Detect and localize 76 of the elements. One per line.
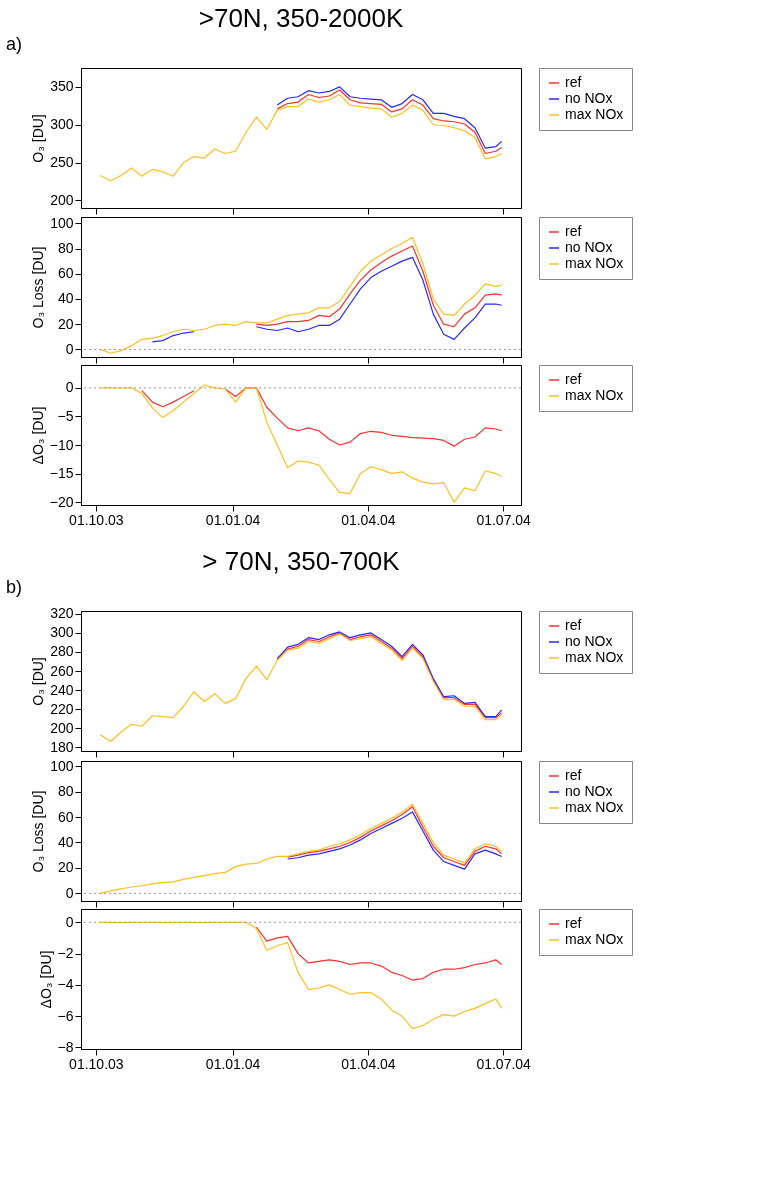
y-axis-title: O₃ [DU]: [30, 114, 47, 163]
y-tick-label: 60: [57, 265, 74, 282]
y-tick-label: 250: [50, 154, 74, 171]
y-tick-label: 100: [50, 757, 74, 774]
y-tick-label: 280: [50, 643, 74, 660]
y-tick-label: 220: [50, 700, 74, 717]
y-tick-label: 20: [57, 859, 74, 876]
line-series: [99, 921, 503, 1030]
y-tick-label: 0: [65, 340, 74, 357]
y-tick-label: 40: [57, 833, 74, 850]
legend-label: max NOx: [565, 255, 624, 271]
chart-title: >70N, 350-2000K: [198, 3, 404, 33]
y-tick-label: 40: [57, 290, 74, 307]
legend-label: ref: [565, 74, 582, 90]
y-axis-title: O₃ Loss [DU]: [30, 246, 47, 329]
y-tick-label: −20: [49, 493, 74, 510]
y-tick-label: −8: [57, 1038, 74, 1055]
line-series: [99, 236, 503, 354]
line-series: [99, 93, 503, 182]
x-tick-label: 01.07.04: [476, 1055, 532, 1072]
x-tick-label: 01.04.04: [341, 1055, 396, 1072]
y-tick-label: 200: [50, 191, 74, 208]
line-series: [255, 926, 503, 981]
y-axis-title: ΔO₃ [DU]: [29, 406, 46, 465]
y-axis-title: O₃ [DU]: [30, 657, 47, 706]
y-tick-label: 0: [65, 379, 74, 396]
text: a): [6, 34, 23, 54]
legend-label: no NOx: [565, 239, 613, 255]
x-tick-label: 01.04.04: [341, 511, 396, 528]
legend-label: max NOx: [565, 649, 624, 665]
y-tick-label: −2: [57, 945, 74, 962]
y-tick-label: −10: [49, 436, 74, 453]
y-tick-label: 60: [57, 808, 74, 825]
legend-label: no NOx: [565, 90, 613, 106]
legend-label: ref: [565, 915, 582, 931]
y-tick-label: 0: [65, 884, 74, 901]
legend-label: ref: [565, 617, 582, 633]
x-tick-label: 01.10.03: [69, 1055, 124, 1072]
legend-label: max NOx: [565, 106, 624, 122]
y-tick-label: 350: [50, 78, 74, 95]
y-tick-label: 20: [57, 315, 74, 332]
y-tick-label: 180: [50, 738, 74, 755]
legend-label: ref: [565, 223, 582, 239]
text: b): [6, 577, 23, 597]
legend-label: max NOx: [565, 387, 624, 403]
y-tick-label: 100: [50, 214, 74, 231]
legend-label: max NOx: [565, 799, 624, 815]
y-tick-label: −5: [57, 407, 74, 424]
legend-label: ref: [565, 371, 582, 387]
x-tick-label: 01.07.04: [476, 511, 532, 528]
line-series: [255, 245, 503, 328]
y-tick-label: −4: [57, 976, 74, 993]
legend-label: ref: [565, 767, 582, 783]
legend-label: no NOx: [565, 633, 613, 649]
y-axis-title: O₃ Loss [DU]: [30, 790, 47, 873]
line-series: [99, 803, 503, 894]
chart-title: > 70N, 350-700K: [202, 546, 401, 576]
line-series: [99, 633, 503, 743]
legend-label: max NOx: [565, 931, 624, 947]
x-tick-label: 01.01.04: [205, 1055, 261, 1072]
y-tick-label: 80: [57, 783, 74, 800]
y-tick-label: 200: [50, 719, 74, 736]
y-tick-label: 80: [57, 240, 74, 257]
y-tick-label: 320: [50, 605, 74, 622]
y-tick-label: 0: [65, 913, 74, 930]
y-tick-label: 260: [50, 662, 74, 679]
y-tick-label: 300: [50, 116, 74, 133]
y-axis-title: ΔO₃ [DU]: [37, 950, 54, 1009]
y-tick-label: −15: [49, 465, 74, 482]
y-tick-label: 240: [50, 681, 74, 698]
legend-label: no NOx: [565, 783, 613, 799]
line-series: [99, 384, 503, 503]
y-tick-label: 300: [50, 624, 74, 641]
y-tick-label: −6: [57, 1007, 74, 1024]
x-tick-label: 01.10.03: [69, 511, 124, 528]
x-tick-label: 01.01.04: [205, 511, 261, 528]
